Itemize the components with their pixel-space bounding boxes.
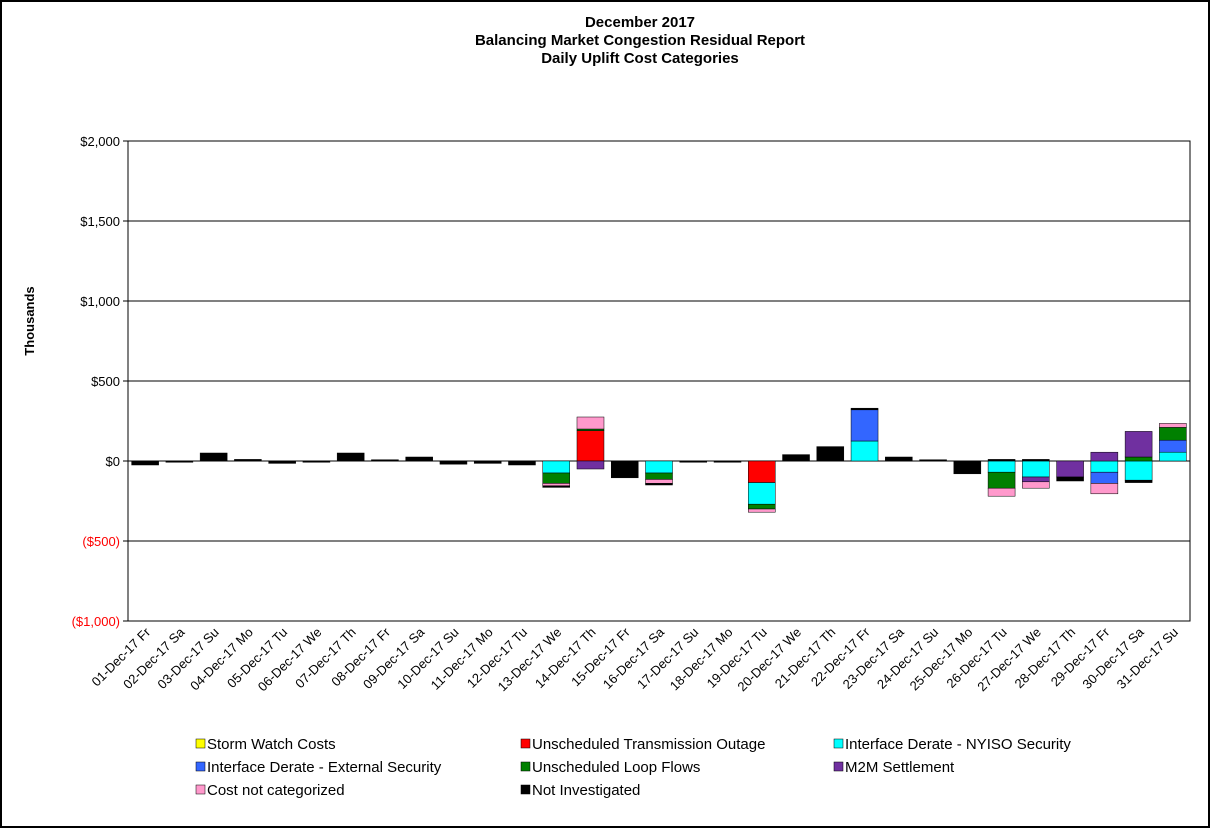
y-tick-label: $1,000 <box>80 294 120 309</box>
bar-segment <box>1090 460 1119 473</box>
bar-segment <box>542 485 570 488</box>
bar-segment <box>371 459 399 462</box>
legend-swatch <box>195 784 206 795</box>
legend-label: Unscheduled Transmission Outage <box>532 736 765 753</box>
legend-label: Not Investigated <box>532 782 640 799</box>
bar-segment <box>1124 460 1153 481</box>
bar-segment <box>645 483 673 486</box>
bar-segment <box>576 460 605 470</box>
bar-segment <box>1022 460 1050 478</box>
bar-segment <box>1159 439 1187 453</box>
bar-segment <box>336 452 365 462</box>
y-tick-label: $2,000 <box>80 134 120 149</box>
bar-segment <box>748 482 776 505</box>
bar-segment <box>1022 459 1050 462</box>
bar-segment <box>165 460 194 463</box>
bar-segment <box>919 459 947 462</box>
legend-swatch <box>195 761 206 772</box>
bar-segment <box>610 460 639 479</box>
bar-segment <box>713 460 742 463</box>
bar-segment <box>508 460 536 466</box>
bar-segment <box>1124 431 1153 458</box>
legend-label: Interface Derate - External Security <box>207 759 442 776</box>
bar-segment <box>199 452 228 462</box>
legend-swatch <box>833 738 844 749</box>
bar-segment <box>1022 476 1050 483</box>
bar-segment <box>1022 481 1050 489</box>
bar-segment <box>1090 471 1119 484</box>
bar-segment <box>302 460 331 463</box>
bar-segment <box>748 508 776 513</box>
bar-segment <box>542 483 570 487</box>
bar-segment <box>987 487 1016 497</box>
bar-segment <box>1124 456 1153 462</box>
bar-segment <box>748 503 776 510</box>
legend-swatch <box>833 761 844 772</box>
bar-segment <box>953 460 982 475</box>
bar-segment <box>542 460 570 474</box>
bar-segment <box>1090 483 1119 495</box>
bar-segment <box>576 416 605 430</box>
bar-segment <box>1124 479 1153 483</box>
bar-segment <box>782 454 810 462</box>
bar-segment <box>1159 451 1187 462</box>
bar-segment <box>234 459 262 462</box>
chart-title: Daily Uplift Cost Categories <box>541 50 739 67</box>
bar-segment <box>1159 427 1187 441</box>
bar-segment <box>576 430 605 462</box>
bar-segment <box>816 446 845 462</box>
y-axis-label: Thousands <box>22 286 37 355</box>
bar-segment <box>542 472 570 484</box>
bar-segment <box>645 460 673 474</box>
legend-label: M2M Settlement <box>845 759 955 776</box>
bar-segment <box>131 460 159 466</box>
bar-segment <box>645 472 673 480</box>
bar-segment <box>850 407 879 411</box>
y-tick-label: $0 <box>106 454 120 469</box>
bar-segment <box>645 479 673 484</box>
legend-swatch <box>195 738 206 749</box>
bar-segment <box>850 440 879 462</box>
y-tick-label: ($500) <box>82 534 120 549</box>
bar-segment <box>987 471 1016 489</box>
bar-segment <box>987 460 1016 473</box>
bar-segment <box>1056 476 1084 482</box>
y-tick-label: ($1,000) <box>72 614 120 629</box>
bar-segment <box>987 459 1016 462</box>
bar-segment <box>850 409 879 442</box>
legend-swatch <box>520 784 531 795</box>
bar-segment <box>268 460 296 464</box>
bar-segment <box>473 460 502 464</box>
bar-segment <box>405 456 433 462</box>
legend-label: Storm Watch Costs <box>207 736 336 753</box>
legend-label: Interface Derate - NYISO Security <box>845 736 1071 753</box>
legend-swatch <box>520 738 531 749</box>
bar-segment <box>439 460 468 465</box>
y-tick-label: $1,500 <box>80 214 120 229</box>
legend-swatch <box>520 761 531 772</box>
bar-segment <box>1159 423 1187 428</box>
bar-segment <box>1056 460 1084 478</box>
y-tick-label: $500 <box>91 374 120 389</box>
legend-label: Unscheduled Loop Flows <box>532 759 700 776</box>
bar-segment <box>1090 451 1119 462</box>
legend-label: Cost not categorized <box>207 782 345 799</box>
bar-segment <box>679 460 708 463</box>
chart-title: December 2017 <box>585 14 695 31</box>
chart-title: Balancing Market Congestion Residual Rep… <box>475 32 805 49</box>
bar-segment <box>748 460 776 483</box>
bar-segment <box>885 456 913 462</box>
